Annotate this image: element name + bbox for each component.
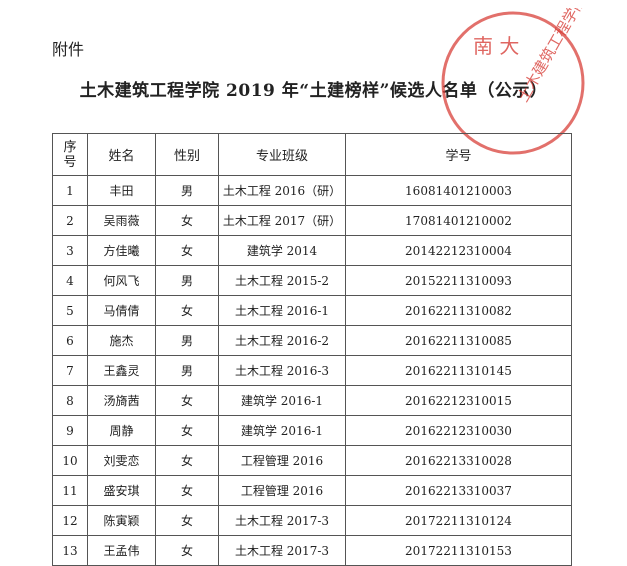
svg-text:南 大: 南 大 — [473, 34, 519, 58]
cell-major-class: 土木工程 2016-2 — [218, 325, 346, 356]
cell-gender: 男 — [155, 175, 219, 206]
cell-seq: 6 — [52, 325, 88, 356]
header-seq: 序号 — [52, 133, 88, 176]
cell-name: 王鑫灵 — [87, 355, 156, 386]
cell-seq: 13 — [52, 535, 88, 566]
cell-student-id: 20162213310028 — [345, 445, 572, 476]
cell-gender: 女 — [155, 535, 219, 566]
cell-gender: 女 — [155, 235, 219, 266]
cell-major-class: 土木工程 2016-1 — [218, 295, 346, 326]
cell-major-class: 建筑学 2014 — [218, 235, 346, 266]
cell-gender: 女 — [155, 415, 219, 446]
cell-name: 何风飞 — [87, 265, 156, 296]
cell-student-id: 20162211310085 — [345, 325, 572, 356]
cell-major-class: 土木工程 2017-3 — [218, 505, 346, 536]
cell-seq: 2 — [52, 205, 88, 236]
cell-major-class: 工程管理 2016 — [218, 475, 346, 506]
header-student-id: 学号 — [345, 133, 572, 176]
cell-major-class: 建筑学 2016-1 — [218, 385, 346, 416]
cell-gender: 女 — [155, 205, 219, 236]
cell-name: 方佳曦 — [87, 235, 156, 266]
table-row: 6 施杰男土木工程 2016-2 20162211310085 — [52, 325, 572, 356]
cell-name: 丰田 — [87, 175, 156, 206]
header-major-class: 专业班级 — [218, 133, 346, 176]
cell-gender: 男 — [155, 325, 219, 356]
attachment-label: 附件 — [52, 40, 85, 59]
table-header-row: 序号姓名 性别 专业班级 学号 — [52, 133, 572, 176]
cell-major-class: 土木工程 2017-3 — [218, 535, 346, 566]
document-title: 土木建筑工程学院 2019 年“土建榜样”候选人名单（公示） — [79, 81, 548, 101]
official-seal: 南 大 土木建筑工程学院 — [441, 8, 589, 155]
cell-student-id: 20162212310030 — [345, 415, 572, 446]
cell-name: 盛安琪 — [87, 475, 156, 506]
cell-student-id: 20172211310153 — [345, 535, 572, 566]
table-row: 11 盛安琪女工程管理 2016 20162213310037 — [52, 475, 572, 506]
cell-gender: 男 — [155, 355, 219, 386]
cell-name: 周静 — [87, 415, 156, 446]
cell-major-class: 土木工程 2016-3 — [218, 355, 346, 386]
cell-name: 汤旖茜 — [87, 385, 156, 416]
cell-name: 刘雯恋 — [87, 445, 156, 476]
cell-major-class: 工程管理 2016 — [218, 445, 346, 476]
table-row: 7 王鑫灵男土木工程 2016-3 20162211310145 — [52, 355, 572, 386]
cell-gender: 女 — [155, 475, 219, 506]
cell-major-class: 土木工程 2016（研） — [218, 175, 346, 206]
cell-name: 马倩倩 — [87, 295, 156, 326]
cell-major-class: 土木工程 2017（研） — [218, 205, 346, 236]
cell-student-id: 20162211310145 — [345, 355, 572, 386]
cell-seq: 3 — [52, 235, 88, 266]
table-row: 10 刘雯恋女工程管理 2016 20162213310028 — [52, 445, 572, 476]
table-row: 1 丰田男土木工程 2016（研） 16081401210003 — [52, 175, 572, 206]
cell-name: 陈寅颖 — [87, 505, 156, 536]
header-gender: 性别 — [155, 133, 219, 176]
cell-name: 施杰 — [87, 325, 156, 356]
table-row: 9 周静女建筑学 2016-1 20162212310030 — [52, 415, 572, 446]
cell-seq: 11 — [52, 475, 88, 506]
cell-seq: 1 — [52, 175, 88, 206]
cell-student-id: 20162212310015 — [345, 385, 572, 416]
cell-name: 吴雨薇 — [87, 205, 156, 236]
cell-gender: 女 — [155, 505, 219, 536]
cell-gender: 女 — [155, 385, 219, 416]
candidate-table: 序号姓名 性别 专业班级 学号 1 丰田男土木工程 2016（研） 16081401210… — [52, 133, 572, 566]
table-row: 2 吴雨薇女土木工程 2017（研） 17081401210002 — [52, 205, 572, 236]
cell-seq: 8 — [52, 385, 88, 416]
cell-student-id: 17081401210002 — [345, 205, 572, 236]
table-row: 4 何风飞男土木工程 2015-2 20152211310093 — [52, 265, 572, 296]
cell-seq: 10 — [52, 445, 88, 476]
header-name: 姓名 — [87, 133, 156, 176]
cell-seq: 9 — [52, 415, 88, 446]
cell-seq: 5 — [52, 295, 88, 326]
cell-student-id: 20152211310093 — [345, 265, 572, 296]
cell-seq: 12 — [52, 505, 88, 536]
cell-seq: 7 — [52, 355, 88, 386]
cell-gender: 女 — [155, 445, 219, 476]
table-row: 13 王孟伟女土木工程 2017-3 20172211310153 — [52, 535, 572, 566]
cell-major-class: 土木工程 2015-2 — [218, 265, 346, 296]
cell-student-id: 20162213310037 — [345, 475, 572, 506]
table-row: 5 马倩倩女土木工程 2016-1 20162211310082 — [52, 295, 572, 326]
cell-student-id: 20162211310082 — [345, 295, 572, 326]
table-row: 12 陈寅颖女土木工程 2017-3 20172211310124 — [52, 505, 572, 536]
cell-major-class: 建筑学 2016-1 — [218, 415, 346, 446]
cell-seq: 4 — [52, 265, 88, 296]
cell-student-id: 16081401210003 — [345, 175, 572, 206]
cell-student-id: 20142212310004 — [345, 235, 572, 266]
table-row: 8 汤旖茜女建筑学 2016-1 20162212310015 — [52, 385, 572, 416]
cell-student-id: 20172211310124 — [345, 505, 572, 536]
cell-gender: 女 — [155, 295, 219, 326]
table-row: 3 方佳曦女建筑学 2014 20142212310004 — [52, 235, 572, 266]
cell-gender: 男 — [155, 265, 219, 296]
cell-name: 王孟伟 — [87, 535, 156, 566]
